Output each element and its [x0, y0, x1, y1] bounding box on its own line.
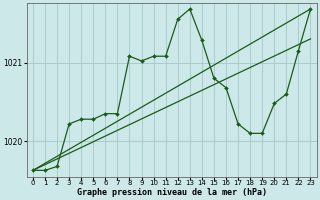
- X-axis label: Graphe pression niveau de la mer (hPa): Graphe pression niveau de la mer (hPa): [77, 188, 267, 197]
